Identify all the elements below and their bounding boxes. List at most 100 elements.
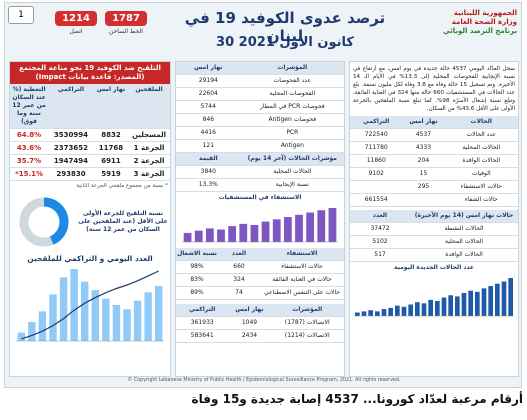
donut-block: نسبة التلقيح للجرعة الأولى على الأقل (عن… bbox=[10, 191, 170, 253]
bar bbox=[368, 310, 373, 316]
table-cell: 15 bbox=[419, 170, 428, 177]
bar bbox=[295, 214, 303, 242]
table-cell: 98% bbox=[190, 263, 204, 270]
bar bbox=[501, 281, 507, 316]
table-cell: الجرعة 2 bbox=[133, 157, 165, 165]
table-row: Antigen 121 bbox=[176, 140, 344, 153]
table-header-cell: التراكمي bbox=[350, 116, 403, 128]
table-row: الحالات الوافدة 517 bbox=[350, 249, 518, 262]
table-cell: الحالات المحلية bbox=[444, 238, 484, 245]
bar bbox=[91, 290, 99, 341]
table-row: حالات في العناية الفائقة 324 83% bbox=[176, 274, 344, 287]
hotline-label: الخط الساخن bbox=[109, 28, 143, 35]
table-cell: 660 bbox=[233, 263, 245, 270]
bar bbox=[28, 321, 36, 341]
bar bbox=[112, 305, 121, 341]
table-header-cell: نسبة الاشغال bbox=[176, 248, 218, 260]
bar bbox=[461, 292, 467, 316]
table: المؤشرات نهار امس عدد الفحوصات 29194 الفحوصا… bbox=[176, 62, 344, 153]
table-header-cell: المؤشرات bbox=[270, 304, 344, 316]
bar bbox=[468, 290, 473, 316]
bar bbox=[395, 305, 400, 316]
donut-chart bbox=[19, 197, 69, 247]
footer: © Copyright Lebanese Ministry of Public … bbox=[127, 378, 401, 383]
table-cell: 11768 bbox=[98, 144, 124, 152]
donut-arc bbox=[19, 197, 69, 247]
table-cell: حالات على التنفس الاصطناعي bbox=[263, 289, 341, 296]
table-header-cell: الملقحين bbox=[128, 84, 170, 128]
logo: الجمهورية اللبنانية وزارة الصحة العامة ب… bbox=[405, 9, 517, 36]
table-cell: عدد الحالات bbox=[466, 131, 497, 138]
table-cell: 583641 bbox=[190, 332, 214, 339]
bar bbox=[261, 221, 270, 242]
bar bbox=[448, 295, 453, 316]
bar bbox=[421, 303, 427, 316]
table-header-row: الاستشفاء العدد نسبة الاشغال bbox=[176, 248, 344, 261]
logo-line: الجمهورية اللبنانية bbox=[453, 9, 517, 17]
table-header-cell: مؤشرات الحالات (آخر 14 يوم) bbox=[240, 153, 344, 165]
table-cell: 846 bbox=[202, 116, 215, 123]
table: الاستشفاء العدد نسبة الاشغال حالات الاستشفا… bbox=[176, 248, 344, 300]
hotline: 1214 اتصل bbox=[55, 11, 97, 47]
table-cell: 722540 bbox=[364, 131, 388, 138]
bar bbox=[508, 278, 513, 316]
bar bbox=[375, 311, 380, 316]
table-row: المسجلين 8832 3530994 64.8% bbox=[10, 129, 170, 142]
table-cell: 13.3% bbox=[198, 181, 218, 188]
page-badge: 1 bbox=[8, 6, 34, 24]
table-cell: 1049 bbox=[241, 319, 258, 326]
table-cell: 3530994 bbox=[53, 131, 89, 139]
bar bbox=[250, 225, 259, 242]
table-cell: 517 bbox=[374, 251, 386, 258]
table-cell: 29194 bbox=[198, 77, 218, 84]
hotline-number: 1787 bbox=[105, 11, 147, 26]
table-cell: 11860 bbox=[366, 157, 386, 164]
hotline-number: 1214 bbox=[55, 11, 97, 26]
table-cell: 8832 bbox=[101, 131, 121, 139]
note: * نسبة من مجموع ملقحي الجرعة الثانية bbox=[76, 183, 168, 189]
table-header-cell: العدد bbox=[350, 210, 410, 222]
table-cell: 4537 bbox=[415, 131, 432, 138]
table-row: حالات على التنفس الاصطناعي 74 89% bbox=[176, 287, 344, 300]
table-cell: 37472 bbox=[370, 225, 390, 232]
table-row: الحالات النشطة 37472 bbox=[350, 223, 518, 236]
caption: أرقام مرعبة لعدّاد كورونا... 4537 إصابة … bbox=[191, 392, 524, 406]
bar bbox=[488, 286, 493, 316]
table-cell: 4416 bbox=[200, 129, 216, 136]
bar bbox=[155, 285, 163, 341]
table-row: نسبة الإيجابية 13.3% bbox=[176, 179, 344, 192]
bar bbox=[415, 302, 420, 316]
table-cell: 35.7% bbox=[16, 157, 42, 165]
table-row: فحوصات PCR في المطار 5744 bbox=[176, 101, 344, 114]
table-row: PCR 4416 bbox=[176, 127, 344, 140]
table-cell: 5102 bbox=[372, 238, 388, 245]
table-header-cell: القيمة bbox=[176, 153, 241, 165]
table-cell: 4333 bbox=[415, 144, 432, 151]
bar bbox=[17, 332, 25, 341]
table-row: الحالات الوافدة 204 11860 bbox=[350, 155, 518, 168]
table-cell: 43.6% bbox=[16, 144, 42, 152]
table-cell: الاتصالات (1787) bbox=[284, 319, 330, 326]
table-cell: الحالات النشطة bbox=[444, 225, 484, 232]
title: ترصد عدوى الكوفيد 19 في لبنان bbox=[184, 9, 386, 45]
bar bbox=[428, 299, 433, 316]
table-row: الحالات المحلية 5102 bbox=[350, 236, 518, 249]
table-row: الوفيات 15 9102 bbox=[350, 168, 518, 181]
table-cell: 22604 bbox=[198, 90, 218, 97]
table-cell: 5744 bbox=[200, 103, 216, 110]
table-cell: الحالات الوافدة bbox=[462, 157, 501, 164]
table-header-row: الحالات نهار امس التراكمي bbox=[350, 116, 518, 129]
table-cell: 64.8% bbox=[16, 131, 42, 139]
table-cell: حالات في العناية الفائقة bbox=[272, 276, 332, 283]
table-cell bbox=[350, 181, 403, 193]
table-cell: 83% bbox=[190, 276, 204, 283]
table-row: حالات الاستشفاء 660 98% bbox=[176, 261, 344, 274]
table-header-cell: نهار امس bbox=[176, 62, 241, 74]
table-header-cell: الحالات bbox=[444, 116, 518, 128]
bar bbox=[306, 212, 315, 242]
table-header-cell: العدد bbox=[218, 248, 260, 260]
table-cell: الحالات الوافدة bbox=[445, 251, 483, 258]
logo-line: برنامج الترصد الوبائي bbox=[443, 27, 517, 35]
table-row: الاتصالات (1787) 1049 361933 bbox=[176, 317, 344, 330]
logo-line: وزارة الصحة العامة bbox=[451, 18, 517, 26]
